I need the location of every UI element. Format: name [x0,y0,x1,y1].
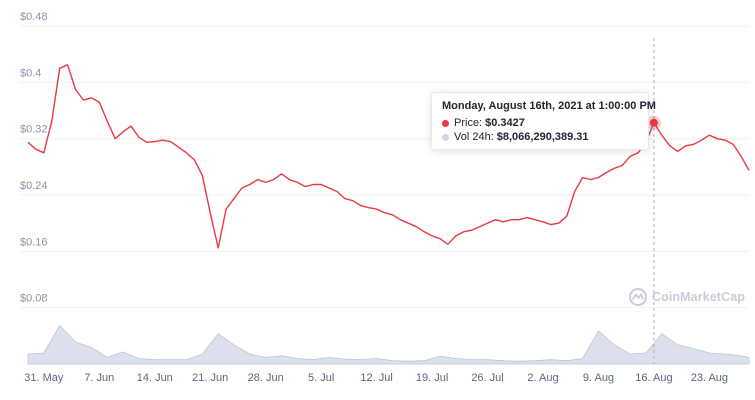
coinmarketcap-logo-icon [629,288,647,306]
watermark-text: CoinMarketCap [652,290,745,304]
x-tick-label: 12. Jul [360,372,392,384]
tooltip-volume-label: Vol 24h: [454,131,494,143]
y-tick-label: $0.48 [20,11,48,23]
x-tick-label: 5. Jul [308,372,334,384]
x-tick-label: 26. Jul [471,372,503,384]
x-tick-label: 23. Aug [691,372,728,384]
x-tick-label: 31. May [24,372,64,384]
coinmarketcap-watermark: CoinMarketCap [628,287,745,307]
chart-tooltip: Monday, August 16th, 2021 at 1:00:00 PM … [431,92,656,150]
marker-point [649,118,658,127]
tooltip-price-value: $0.3427 [485,117,525,129]
y-tick-label: $0.4 [20,67,41,79]
x-tick-label: 14. Jun [137,372,173,384]
x-tick-label: 28. Jun [248,372,284,384]
grid-lines [20,25,749,309]
y-tick-label: $0.24 [20,180,48,192]
volume-area [27,324,750,365]
tooltip-volume-row: Vol 24h: $8,066,290,389.31 [442,130,638,144]
y-tick-label: $0.32 [20,124,48,136]
x-tick-label: 9. Aug [583,372,614,384]
price-line [27,64,750,249]
x-tick-label: 7. Jun [84,372,114,384]
tooltip-title: Monday, August 16th, 2021 at 1:00:00 PM [442,100,656,112]
x-axis-ticks: 31. May 7. Jun 14. Jun 21. Jun 28. Jun 5. Jul… [24,372,728,384]
x-tick-label: 16. Aug [635,372,672,384]
y-tick-label: $0.16 [20,236,48,248]
volume-dot-icon [442,133,449,141]
tooltip-price-label: Price: [454,117,483,129]
price-line-path [27,64,750,249]
tooltip-volume-value: $8,066,290,389.31 [496,131,589,143]
x-tick-label: 19. Jul [416,372,448,384]
price-dot-icon [442,119,449,127]
hover-marker [646,115,661,130]
y-axis-ticks: $0.08 $0.16 $0.24 $0.32 $0.4 $0.48 [20,11,48,305]
y-tick-label: $0.08 [20,293,48,305]
x-tick-label: 2. Aug [527,372,558,384]
tooltip-price-row: Price: $0.3427 [442,116,638,130]
x-tick-label: 21. Jun [192,372,228,384]
volume-area-path [27,324,750,365]
